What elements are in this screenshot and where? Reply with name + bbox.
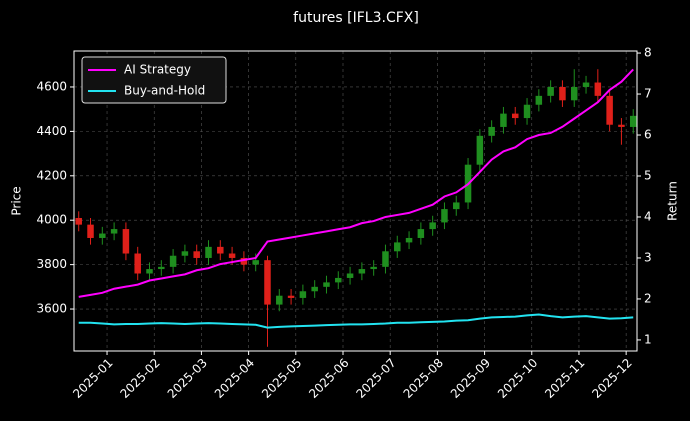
x-tick-label: 2025-05 [259,356,304,401]
candle-body [370,266,377,270]
y2-tick-label: 1 [644,332,652,346]
legend-label: Buy-and-Hold [124,84,205,98]
candle-body [512,113,519,119]
return-line [78,313,634,329]
x-tick-label: 2025-10 [495,356,540,401]
candle-body [559,86,566,101]
candle-body [99,233,106,238]
candle-body [193,251,200,258]
candle-body [122,229,130,254]
candle-body [134,253,141,274]
candle-body [87,224,94,238]
candle-body [264,260,271,305]
candle-body [582,82,590,87]
y2-tick-label: 2 [644,291,652,305]
x-tick-label: 2025-01 [70,356,115,401]
y2-tick-label: 3 [644,250,652,264]
candle-body [146,269,153,274]
legend-box [81,56,227,104]
x-tick-label: 2025-09 [448,356,493,401]
candle-body [441,209,448,223]
candle-body [205,246,212,258]
candle-body [217,246,224,254]
y-tick-label: 4600 [36,79,67,93]
y-axis-label: Price [10,186,24,215]
candle-body [299,291,307,298]
candle-body [276,295,283,305]
legend-label: AI Strategy [124,63,191,77]
candle-body [358,269,366,274]
candle-body [453,202,460,210]
y-tick-label: 3800 [36,257,67,271]
x-tick-label: 2025-07 [353,356,398,401]
y2-tick-label: 7 [644,87,652,101]
candle-body [311,286,318,292]
candle-body [429,222,436,230]
candle-body [158,266,165,270]
candle-body [523,104,531,119]
candle-body [570,86,578,101]
plot-frame [73,50,638,352]
candle-body [335,277,342,283]
candle-body [629,115,637,127]
candle-body [240,257,248,265]
candle-body [382,251,389,267]
candle-body [346,273,354,278]
candle-body [181,251,189,256]
candle-body [405,237,413,243]
x-tick-label: 2025-12 [589,356,634,401]
y2-tick-label: 8 [644,46,652,60]
candle-body [252,260,259,265]
candle-body [500,113,507,127]
y2-tick-label: 4 [644,209,652,223]
candle-body [169,255,177,267]
candle-body [323,282,330,287]
y-tick-label: 4400 [36,124,67,138]
x-tick-label: 2025-11 [542,356,587,401]
candle-body [488,126,495,136]
x-tick-label: 2025-04 [212,356,257,401]
y-tick-label: 3600 [36,302,67,316]
x-tick-label: 2025-08 [401,356,446,401]
candle-body [228,253,236,258]
candle-body [394,242,401,252]
candle-body [547,86,554,96]
x-tick-label: 2025-02 [117,356,162,401]
y-tick-label: 4000 [36,213,67,227]
candle-body [535,95,543,105]
candle-body [594,82,602,96]
candle-body [476,135,484,165]
candle-body [618,124,625,127]
y2-tick-label: 6 [644,128,652,142]
y-tick-label: 4200 [36,168,67,182]
y2-tick-label: 5 [644,169,652,183]
candle-body [287,295,295,298]
candle-body [606,95,613,125]
candle-body [75,217,82,225]
chart-title: futures [IFL3.CFX] [293,10,419,26]
plot [75,68,637,347]
y2-axis-label: Return [666,181,680,221]
x-tick-label: 2025-03 [165,356,210,401]
x-tick-label: 2025-06 [306,356,351,401]
candle-body [110,229,118,234]
candle-body [417,229,425,238]
return-line [78,68,634,298]
